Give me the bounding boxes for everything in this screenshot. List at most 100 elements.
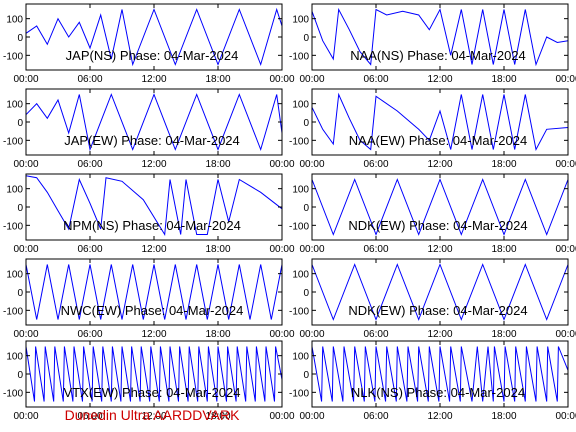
panel-10: 100 0 -100 00:00 06:00 12:00 18:00 00:00 NLK(NS)… xyxy=(289,340,576,422)
y-tick-label: -100 xyxy=(289,306,309,317)
y-tick-label: 100 xyxy=(292,15,309,26)
x-tick-label: 00:00 xyxy=(299,244,324,255)
x-tick-label: 00:00 xyxy=(13,244,38,255)
x-tick-label: 12:00 xyxy=(427,159,452,170)
y-tick-label: 0 xyxy=(17,288,23,299)
x-tick-label: 00:00 xyxy=(299,329,324,340)
x-tick-label: 00:00 xyxy=(299,159,324,170)
y-tick-label: 100 xyxy=(6,270,23,281)
x-tick-label: 18:00 xyxy=(205,74,230,85)
y-tick-label: 0 xyxy=(17,118,23,129)
y-tick-label: 100 xyxy=(6,185,23,196)
x-tick-label: 18:00 xyxy=(205,159,230,170)
x-tick-label: 12:00 xyxy=(427,411,452,422)
trace-series-1 xyxy=(25,7,283,67)
panels: 100 0 -100 00:00 06:00 12:00 18:00 00:00 JAP(NS)… xyxy=(3,3,576,422)
y-tick-label: 100 xyxy=(292,352,309,363)
y-tick-label: -100 xyxy=(3,136,23,147)
trace-series-1 xyxy=(311,263,569,321)
y-tick-label: 0 xyxy=(303,370,309,381)
y-tick-label: -100 xyxy=(3,221,23,232)
y-tick-label: 100 xyxy=(292,100,309,111)
x-tick-label: 06:00 xyxy=(77,411,102,422)
x-tick-label: 00:00 xyxy=(13,74,38,85)
x-tick-label: 18:00 xyxy=(491,411,516,422)
x-tick-label: 12:00 xyxy=(141,74,166,85)
y-tick-label: -100 xyxy=(3,388,23,399)
panel-3: 100 0 -100 00:00 06:00 12:00 18:00 00:00 JAP(EW)… xyxy=(3,88,295,170)
panel-1: 100 0 -100 00:00 06:00 12:00 18:00 00:00 JAP(NS)… xyxy=(3,3,295,85)
y-tick-label: -100 xyxy=(289,388,309,399)
trace-series-1 xyxy=(25,264,283,320)
panel-title: VTX(EW) Phase: 04-Mar-2024 xyxy=(63,385,240,400)
x-tick-label: 00:00 xyxy=(299,411,324,422)
panel-2: 100 0 -100 00:00 06:00 12:00 18:00 00:00 NAA(NS)… xyxy=(289,3,576,85)
x-tick-label: 06:00 xyxy=(363,411,388,422)
y-tick-label: 100 xyxy=(292,270,309,281)
x-tick-label: 12:00 xyxy=(141,244,166,255)
x-tick-label: 00:00 xyxy=(555,159,576,170)
x-tick-label: 00:00 xyxy=(269,244,294,255)
x-tick-label: 00:00 xyxy=(269,74,294,85)
x-tick-label: 06:00 xyxy=(363,244,388,255)
y-tick-label: 0 xyxy=(303,203,309,214)
panel-title: NAA(EW) Phase: 04-Mar-2024 xyxy=(349,133,527,148)
x-tick-label: 00:00 xyxy=(555,411,576,422)
y-tick-label: -100 xyxy=(3,51,23,62)
x-tick-label: 06:00 xyxy=(363,329,388,340)
panel-5: 100 0 -100 00:00 06:00 12:00 18:00 00:00 NPM(NS)… xyxy=(3,173,295,255)
x-tick-label: 18:00 xyxy=(205,411,230,422)
panel-title: NWC(EW) Phase: 04-Mar-2024 xyxy=(61,303,244,318)
x-tick-label: 06:00 xyxy=(363,159,388,170)
trace-series-1 xyxy=(25,93,283,152)
y-tick-label: 100 xyxy=(6,100,23,111)
panel-title: NDK(EW) Phase: 04-Mar-2024 xyxy=(348,303,527,318)
x-tick-label: 12:00 xyxy=(427,329,452,340)
x-tick-label: 00:00 xyxy=(13,159,38,170)
y-tick-label: -100 xyxy=(289,51,309,62)
trace-series-1 xyxy=(311,178,569,236)
panel-title: JAP(EW) Phase: 04-Mar-2024 xyxy=(64,133,240,148)
panel-6: 100 0 -100 00:00 06:00 12:00 18:00 00:00 NDK(EW)… xyxy=(289,173,576,255)
y-tick-label: -100 xyxy=(289,136,309,147)
panel-8: 100 0 -100 00:00 06:00 12:00 18:00 00:00 NDK(EW)… xyxy=(289,258,576,340)
panel-title: NPM(NS) Phase: 04-Mar-2024 xyxy=(63,218,241,233)
y-tick-label: -100 xyxy=(289,221,309,232)
trace-series-1 xyxy=(311,346,569,402)
x-tick-label: 00:00 xyxy=(269,329,294,340)
x-tick-label: 18:00 xyxy=(491,159,516,170)
x-tick-label: 18:00 xyxy=(491,244,516,255)
y-tick-label: 0 xyxy=(17,370,23,381)
y-tick-label: 100 xyxy=(6,15,23,26)
footer-caption: Dunedin Ultra AARDDVARK xyxy=(65,407,240,423)
x-tick-label: 12:00 xyxy=(141,159,166,170)
y-tick-label: 0 xyxy=(17,33,23,44)
trace-series-1 xyxy=(25,346,283,402)
x-tick-label: 12:00 xyxy=(427,244,452,255)
trace-series-1 xyxy=(311,92,569,151)
x-tick-label: 12:00 xyxy=(141,411,166,422)
x-tick-label: 12:00 xyxy=(141,329,166,340)
x-tick-label: 00:00 xyxy=(269,411,294,422)
x-tick-label: 00:00 xyxy=(555,244,576,255)
y-tick-label: 0 xyxy=(17,203,23,214)
x-tick-label: 06:00 xyxy=(77,329,102,340)
y-tick-label: 0 xyxy=(303,288,309,299)
panel-9: 100 0 -100 00:00 06:00 12:00 18:00 00:00 VTX(EW)… xyxy=(3,340,295,422)
x-tick-label: 00:00 xyxy=(555,329,576,340)
x-tick-label: 18:00 xyxy=(205,244,230,255)
x-tick-label: 12:00 xyxy=(427,74,452,85)
panel-title: NDK(EW) Phase: 04-Mar-2024 xyxy=(348,218,527,233)
trace-series-1 xyxy=(311,7,569,67)
x-tick-label: 06:00 xyxy=(77,244,102,255)
x-tick-label: 00:00 xyxy=(555,74,576,85)
x-tick-label: 06:00 xyxy=(77,159,102,170)
x-tick-label: 18:00 xyxy=(491,74,516,85)
panel-title: NAA(NS) Phase: 04-Mar-2024 xyxy=(350,48,526,63)
panel-7: 100 0 -100 00:00 06:00 12:00 18:00 00:00 NWC(EW)… xyxy=(3,258,295,340)
x-tick-label: 00:00 xyxy=(299,74,324,85)
x-tick-label: 06:00 xyxy=(77,74,102,85)
x-tick-label: 18:00 xyxy=(491,329,516,340)
